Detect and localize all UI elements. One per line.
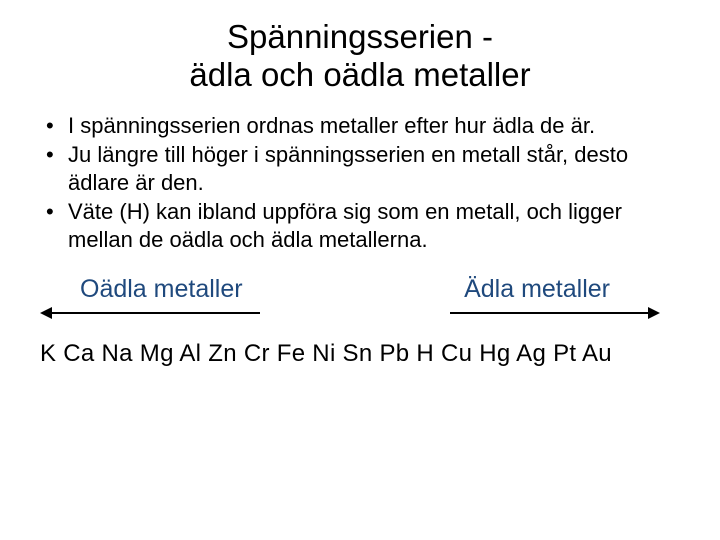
slide: Spänningsserien - ädla och oädla metalle… — [0, 0, 720, 540]
bullet-item: Väte (H) kan ibland uppföra sig som en m… — [40, 198, 680, 253]
arrow-left-icon — [50, 312, 260, 314]
bullet-list: I spänningsserien ordnas metaller efter … — [40, 112, 680, 254]
title-line-1: Spänningsserien - — [227, 18, 493, 55]
slide-title: Spänningsserien - ädla och oädla metalle… — [40, 18, 680, 94]
category-labels: Oädla metaller Ädla metaller — [40, 275, 680, 304]
reactivity-series: K Ca Na Mg Al Zn Cr Fe Ni Sn Pb H Cu Hg … — [40, 340, 680, 368]
arrow-right-icon — [450, 312, 650, 314]
label-adla: Ädla metaller — [464, 275, 680, 304]
arrows-row — [40, 308, 680, 326]
bullet-item: I spänningsserien ordnas metaller efter … — [40, 112, 680, 140]
bullet-item: Ju längre till höger i spänningsserien e… — [40, 141, 680, 196]
label-oadla: Oädla metaller — [40, 275, 243, 304]
title-line-2: ädla och oädla metaller — [189, 56, 530, 93]
